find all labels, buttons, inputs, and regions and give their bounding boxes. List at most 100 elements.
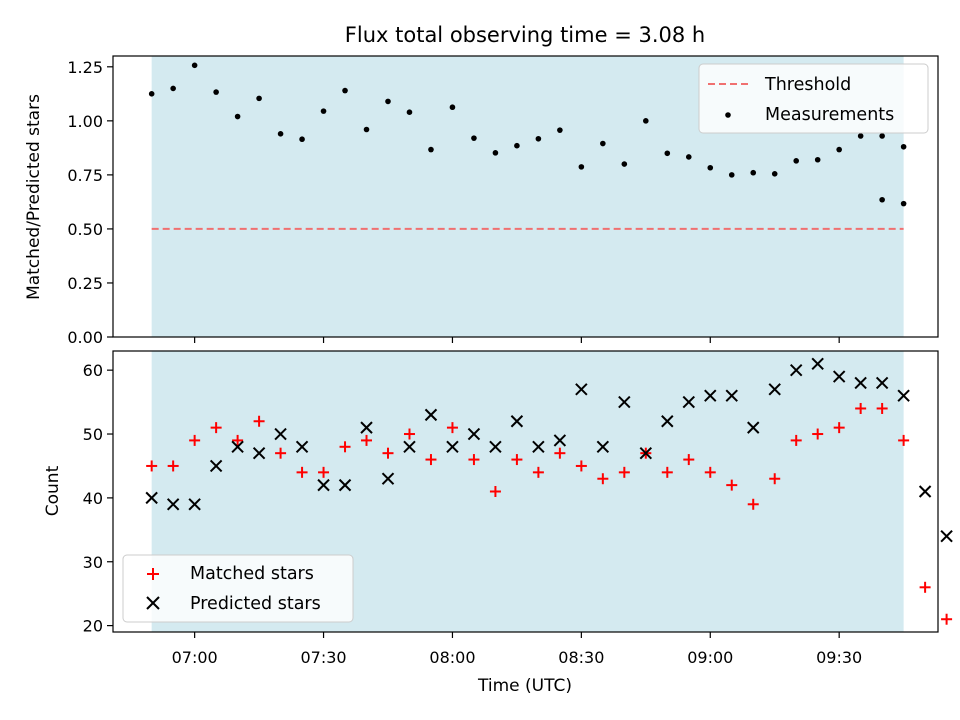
matched-star-point [532, 466, 544, 478]
measurement-point [256, 95, 262, 102]
predicted-star-stroke-b [295, 440, 309, 454]
count-y-tick-label: 40 [83, 489, 103, 508]
predicted-star-stroke-b [231, 440, 244, 454]
measurement-point [363, 126, 370, 133]
measurement-point [814, 156, 821, 163]
ratio-y-ticks: 0.00 0.25 0.50 0.75 1.00 1.25 [67, 58, 113, 347]
measurement-point [643, 118, 649, 124]
measurement-point [514, 142, 520, 149]
measurement-point [406, 109, 413, 115]
predicted-star-point [854, 376, 867, 390]
predicted-star-point [295, 440, 309, 454]
predicted-star-point [618, 395, 631, 409]
predicted-star-point [747, 421, 760, 434]
predicted-star-point [789, 363, 803, 377]
predicted-star-stroke-b [940, 529, 953, 543]
legend-threshold-label: Threshold [764, 75, 851, 95]
measurement-point [277, 131, 284, 137]
predicted-star-stroke-b [875, 376, 889, 390]
count-plot-frame [112, 350, 939, 633]
predicted-star-point [446, 440, 459, 454]
predicted-star-stroke-b [639, 446, 653, 460]
ratio-y-tick-label: 1.25 [67, 58, 103, 77]
measurement-point [449, 104, 456, 111]
predicted-star-point [467, 427, 481, 441]
predicted-star-stroke-b [424, 408, 438, 422]
measurement-point [213, 89, 219, 95]
matched-star-point [253, 415, 265, 427]
legend-predicted-swatch [146, 596, 160, 610]
legend-matched-label: Matched stars [190, 564, 314, 584]
matched-star-point [318, 466, 330, 478]
matched-star-point [361, 434, 373, 446]
matched-star-point [167, 460, 179, 472]
count-legend-box [122, 554, 354, 623]
predicted-star-stroke-b [897, 389, 910, 402]
measurement-point [492, 150, 499, 156]
matched-star-point [446, 422, 458, 434]
x-tick-label: 09:30 [816, 648, 862, 667]
predicted-star-stroke-b [166, 498, 180, 511]
legend-matched-swatch [147, 568, 159, 580]
predicted-star-stroke-b [704, 389, 717, 402]
matched-star-point [232, 434, 244, 446]
matched-star-point [468, 454, 480, 466]
measurement-point [857, 133, 864, 139]
predicted-star-stroke-b [446, 440, 459, 454]
matched-star-point [189, 434, 201, 446]
matched-star-point [833, 422, 845, 434]
matched-star-point [511, 454, 523, 466]
ratio-legend: Threshold Measurements [698, 63, 929, 134]
predicted-star-point [145, 491, 158, 505]
legend-measurements-swatch [725, 112, 731, 118]
measurement-point [900, 200, 907, 207]
measurement-point [234, 113, 241, 120]
measurement-point [664, 150, 671, 157]
ratio-points [148, 62, 907, 207]
measurement-point [148, 91, 155, 97]
measurement-point [900, 143, 907, 150]
predicted-star-point [252, 446, 266, 460]
predicted-star-stroke-b [918, 485, 932, 498]
ratio-y-tick-label: 1.00 [67, 112, 103, 131]
matched-star-point [683, 454, 695, 466]
measurement-point [771, 171, 778, 177]
measurement-point [621, 161, 628, 167]
measurement-point [299, 136, 305, 143]
predicted-star-stroke-b [317, 478, 330, 492]
predicted-star-stroke-b [467, 427, 481, 441]
measurement-point [836, 146, 842, 153]
count-y-tick-label: 20 [83, 617, 103, 636]
predicted-star-stroke-b [789, 363, 803, 377]
predicted-star-stroke-b [811, 357, 824, 370]
predicted-star-stroke-b [682, 395, 695, 409]
measurement-point [385, 98, 391, 105]
predicted-star-stroke-b [854, 376, 867, 390]
x-tick-label: 07:00 [172, 648, 218, 667]
matched-star-point [618, 466, 630, 478]
measurement-point [578, 164, 585, 170]
predicted-star-stroke-b [381, 472, 395, 485]
measurement-point [557, 127, 563, 133]
predicted-star-stroke-b [532, 440, 545, 454]
predicted-star-stroke-b [338, 478, 352, 492]
predicted-star-stroke-b [274, 427, 287, 441]
ratio-y-tick-label: 0.25 [67, 274, 103, 293]
matched-star-point [661, 466, 673, 478]
matched-star-point [403, 428, 415, 440]
predicted-star-point [661, 415, 674, 428]
matched-star-point [898, 434, 910, 446]
predicted-star-point [338, 478, 352, 492]
predicted-star-stroke-b [145, 491, 158, 505]
measurement-point [471, 135, 477, 141]
measurement-point [793, 158, 800, 164]
measurement-point [170, 85, 176, 92]
predicted-star-stroke-b [768, 383, 781, 396]
predicted-star-point [510, 415, 524, 428]
predicted-star-point [940, 529, 953, 543]
predicted-star-point [639, 446, 653, 460]
count-panel: 20 30 40 50 60 07:00 07:30 08:00 08:30 09:00 09:3… [43, 350, 953, 696]
predicted-star-point [575, 383, 588, 396]
predicted-star-point [317, 478, 330, 492]
